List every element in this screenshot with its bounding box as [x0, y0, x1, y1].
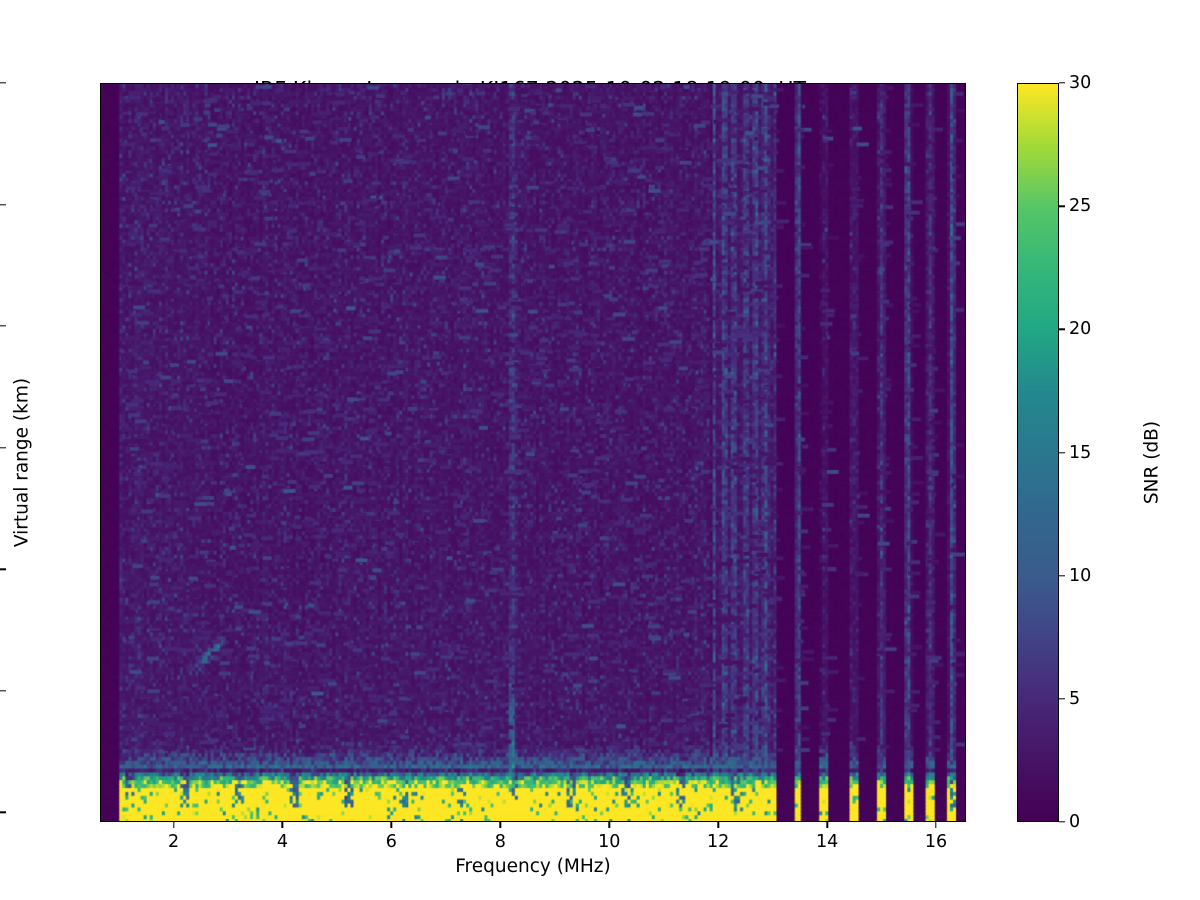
colorbar-tick-mark: [1059, 821, 1065, 823]
colorbar[interactable]: [1017, 83, 1059, 822]
x-tick-label: 14: [815, 832, 839, 852]
y-tick-mark: [0, 82, 6, 84]
x-tick-mark: [608, 822, 610, 828]
y-axis-label: Virtual range (km): [11, 377, 33, 548]
colorbar-tick-mark: [1059, 328, 1065, 331]
colorbar-tick-label: 30: [1069, 73, 1092, 93]
x-tick-label: 4: [276, 832, 289, 852]
ionogram-plot-area[interactable]: [100, 83, 966, 822]
colorbar-label: SNR (dB): [1141, 420, 1163, 505]
x-tick-label: 2: [167, 832, 180, 852]
y-axis-ticks: 0100200300400500600: [0, 0, 100, 900]
colorbar-tick-label: 10: [1069, 565, 1092, 586]
colorbar-tick-mark: [1059, 451, 1065, 454]
x-tick-mark: [390, 822, 393, 828]
colorbar-tick-mark: [1059, 205, 1065, 207]
x-tick-label: 8: [494, 832, 506, 852]
y-tick-mark: [0, 203, 6, 206]
x-axis-label: Frequency (MHz): [455, 856, 611, 877]
x-tick-label: 6: [385, 832, 397, 852]
colorbar-tick-mark: [1059, 82, 1065, 84]
colorbar-tick-label: 25: [1069, 196, 1092, 217]
x-tick-label: 16: [924, 832, 948, 852]
colorbar-tick-label: 0: [1069, 812, 1081, 832]
y-tick-mark: [0, 446, 6, 449]
y-tick-mark: [0, 690, 6, 692]
colorbar-tick-label: 15: [1069, 442, 1092, 463]
x-tick-mark: [826, 822, 828, 828]
ionogram-heatmap-canvas[interactable]: [101, 84, 965, 821]
x-tick-mark: [499, 822, 502, 828]
y-tick-mark: [0, 811, 6, 813]
colorbar-tick-label: 5: [1069, 688, 1081, 709]
x-tick-mark: [935, 822, 937, 828]
y-tick-mark: [0, 325, 6, 327]
y-tick-mark: [0, 568, 6, 570]
colorbar-tick-label: 20: [1069, 319, 1092, 340]
x-tick-mark: [172, 822, 175, 828]
colorbar-tick-mark: [1059, 698, 1065, 700]
colorbar-tick-mark: [1059, 574, 1065, 577]
x-tick-mark: [717, 822, 719, 828]
x-tick-label: 12: [707, 832, 730, 852]
x-tick-mark: [281, 822, 284, 828]
colorbar-gradient: [1018, 84, 1058, 821]
x-tick-label: 10: [598, 832, 621, 852]
